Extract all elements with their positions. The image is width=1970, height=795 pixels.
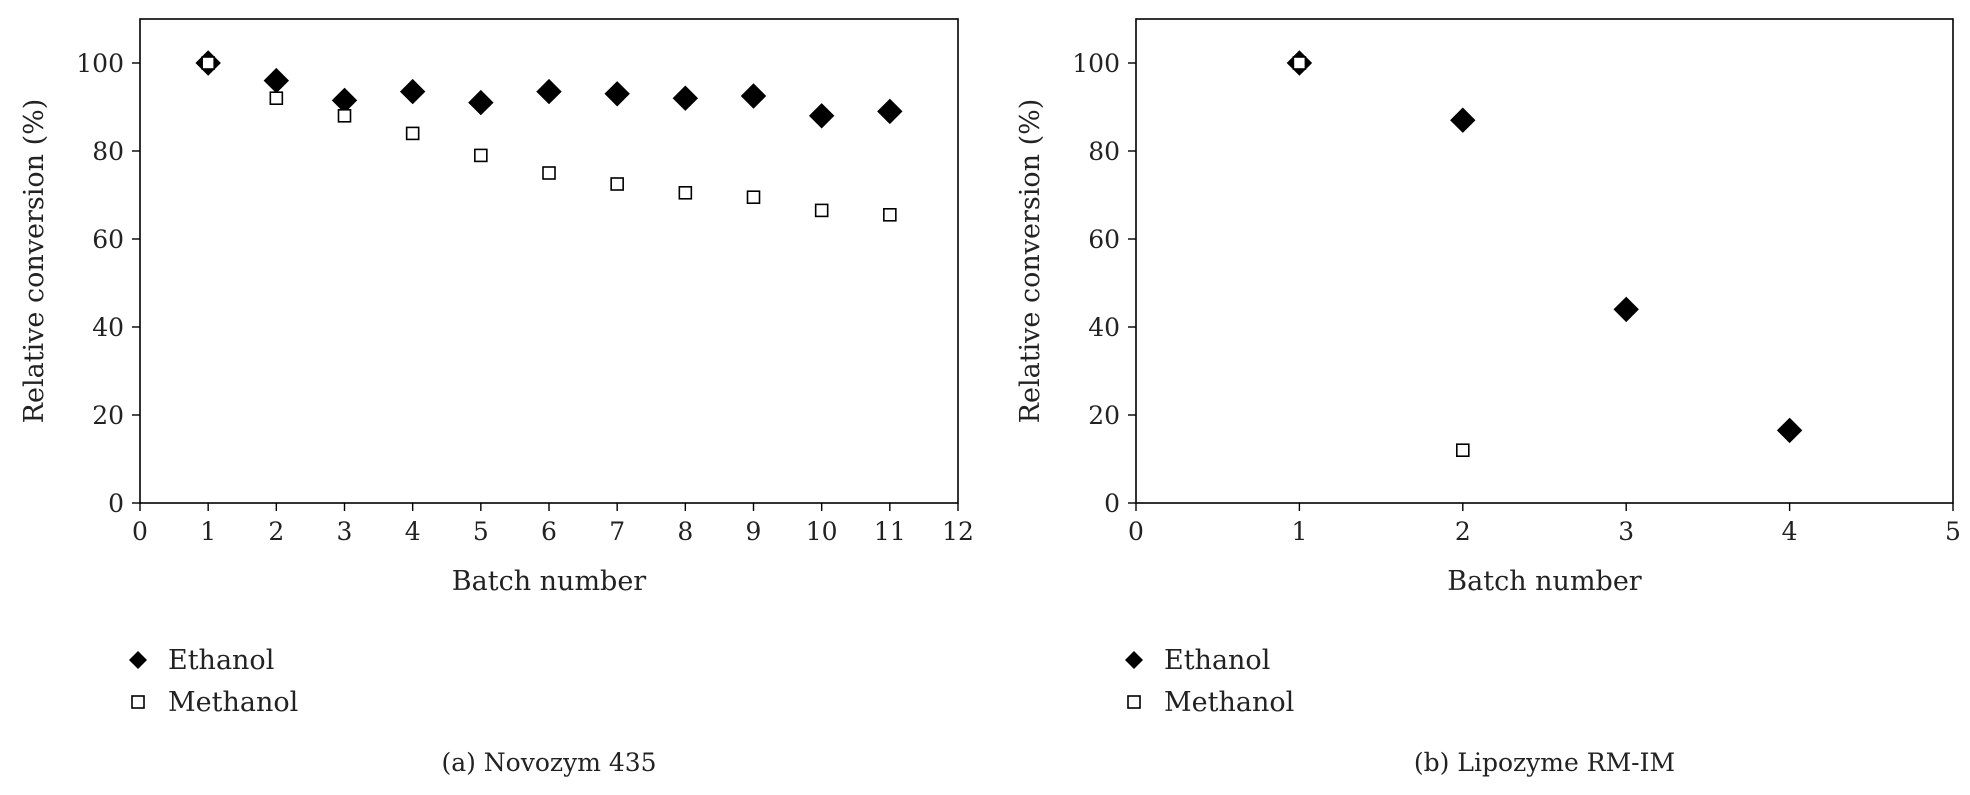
chart-a-y-axis-label: Relative conversion (%)	[19, 99, 50, 424]
chart-a-x-tick-label: 10	[806, 517, 838, 546]
chart-a-ethanol-point	[808, 103, 835, 129]
chart-a-y-tick-label: 20	[92, 401, 124, 430]
chart-a-methanol-point	[883, 208, 897, 222]
chart-a-x-tick-label: 0	[132, 517, 148, 546]
chart-a-methanol-point	[337, 109, 352, 123]
chart-a-ethanol-point	[399, 78, 426, 105]
chart-a-ethanol-point	[604, 81, 630, 107]
chart-a-ethanol-point	[468, 89, 494, 116]
chart-b-y-tick-label: 40	[1088, 313, 1120, 342]
chart-b-caption: (b) Lipozyme RM-IM	[1414, 748, 1675, 777]
chart-b-legend-marker	[1127, 695, 1141, 709]
chart-a-x-tick-label: 2	[268, 517, 284, 546]
chart-a-x-tick-label: 5	[473, 517, 489, 546]
chart-b-methanol-point	[1455, 443, 1470, 458]
chart-b-series-methanol	[1292, 56, 1470, 458]
chart-b: 0 1 2 3 4 5 0 20 40 60 80 100 Batch number Relative c…	[1015, 18, 1961, 777]
chart-a-legend-label: Ethanol	[168, 645, 274, 676]
chart-b-plot-frame	[1135, 18, 1954, 504]
chart-a-x-tick-label: 4	[405, 517, 421, 546]
chart-b-y-tick-label: 0	[1104, 489, 1120, 518]
chart-a-ethanol-point	[740, 83, 767, 109]
chart-b-legend-label: Ethanol	[1164, 645, 1270, 676]
chart-a-x-tick-label: 12	[942, 517, 974, 546]
chart-a-y-tick-label: 40	[92, 313, 124, 342]
chart-a-x-tick-label: 1	[200, 517, 216, 546]
chart-b-y-tick-label: 80	[1088, 137, 1120, 166]
chart-a-methanol-point	[746, 190, 761, 204]
chart-b-legend-marker	[1125, 651, 1143, 669]
chart-b-legend-item-methanol: Methanol	[1127, 687, 1294, 718]
chart-a-x-tick-label: 11	[874, 517, 906, 546]
chart-b-y-tick-label: 100	[1072, 49, 1120, 78]
chart-a-ethanol-point	[263, 67, 290, 94]
chart-a-methanol-point	[269, 91, 284, 105]
chart-b-x-tick-label: 0	[1128, 517, 1144, 546]
chart-a-methanol-point	[814, 203, 829, 218]
chart-a-x-tick-label: 3	[337, 517, 353, 546]
chart-a-ethanol-point	[331, 87, 358, 114]
chart-a-methanol-point	[474, 148, 488, 163]
chart-b-ethanol-point	[1776, 417, 1803, 444]
chart-b-x-tick-label: 2	[1455, 517, 1471, 546]
chart-b-series-ethanol	[1286, 50, 1803, 444]
chart-a-ethanol-point	[877, 98, 903, 125]
chart-a-x-tick-label: 6	[541, 517, 557, 546]
chart-panel-a: 0 1 2 3 4 5 6 7 8 9 10 11 12 0 20 40 60 80 100 Batch number…	[19, 18, 974, 777]
chart-b-y-tick-label: 60	[1088, 225, 1120, 254]
chart-b-x-axis-label: Batch number	[1447, 566, 1642, 597]
chart-a-legend-marker	[129, 651, 147, 669]
chart-b-methanol-point	[1292, 56, 1307, 70]
chart-b-y-tick-label: 20	[1088, 401, 1120, 430]
chart-a-x-tick-label: 7	[609, 517, 625, 546]
chart-b-x-tick-label: 5	[1945, 517, 1961, 546]
chart-a-y-tick-label: 80	[92, 137, 124, 166]
chart-b-x-tick-label: 4	[1782, 517, 1798, 546]
chart-b-legend-item-ethanol: Ethanol	[1125, 645, 1270, 676]
chart-a-y-tick-label: 60	[92, 225, 124, 254]
chart-a-methanol-point	[610, 177, 624, 191]
chart-b-x-tick-label: 1	[1291, 517, 1307, 546]
chart-a-y-tick-label: 0	[108, 489, 124, 518]
chart-a-y-tick-label: 100	[76, 49, 124, 78]
chart-a-methanol-point	[405, 126, 420, 141]
chart-a-legend-item-methanol: Methanol	[131, 687, 298, 718]
chart-a-series-ethanol	[195, 50, 903, 129]
chart-panel-b: 0 1 2 3 4 5 0 20 40 60 80 100 Batch number Relative c…	[995, 0, 1970, 795]
chart-a-caption: (a) Novozym 435	[441, 748, 656, 777]
chart-a-legend-marker	[131, 695, 145, 709]
chart-a-methanol-point	[201, 56, 215, 70]
chart-a-ethanol-point	[536, 78, 562, 105]
chart-b-x-tick-label: 3	[1618, 517, 1634, 546]
chart-a-ethanol-point	[672, 85, 699, 111]
chart-a-legend-label: Methanol	[168, 687, 298, 718]
chart-b-legend-label: Methanol	[1164, 687, 1294, 718]
chart-b-ethanol-point	[1613, 296, 1639, 323]
chart-b-ethanol-point	[1450, 107, 1476, 133]
chart-a-x-axis-label: Batch number	[452, 566, 647, 597]
chart-a-legend-item-ethanol: Ethanol	[129, 645, 274, 676]
chart-a-series-methanol	[201, 56, 897, 222]
chart-b-y-axis-label: Relative conversion (%)	[1015, 99, 1046, 424]
chart-a-methanol-point	[542, 166, 556, 180]
chart-a-methanol-point	[678, 186, 693, 200]
chart-a-x-tick-label: 8	[677, 517, 693, 546]
chart-a-x-tick-label: 9	[746, 517, 762, 546]
